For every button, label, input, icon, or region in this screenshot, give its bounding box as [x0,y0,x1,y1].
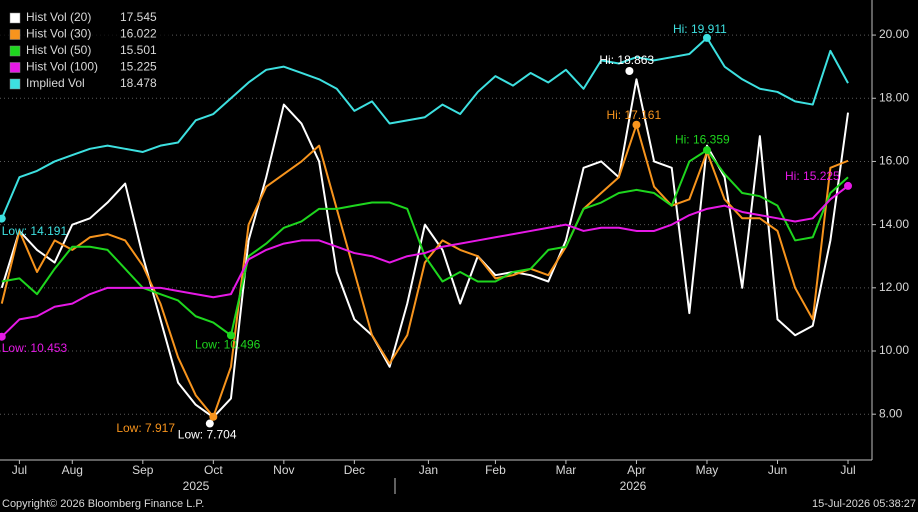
annotation-dot [702,146,711,155]
legend-value: 15.225 [120,60,157,74]
legend-value: 15.501 [120,43,157,57]
x-tick-label: Aug [62,463,83,477]
series-line [1,185,849,338]
x-tick-label: Feb [485,463,506,477]
x-tick-label: Jul [12,463,27,477]
y-tick-label: 14.00 [879,217,909,231]
annotation-dot [625,66,634,75]
annotation-label: Hi: 17.161 [606,108,661,122]
annotation-dot [844,181,853,190]
annotation-label: Low: 10.496 [195,338,261,352]
x-tick-label: May [696,463,719,477]
annotation-label: Hi: 18.863 [599,53,654,67]
legend-label: Hist Vol (100) [26,60,98,74]
legend-label: Hist Vol (30) [26,27,91,41]
copyright: Copyright© 2026 Bloomberg Finance L.P. [2,498,204,510]
y-tick-label: 16.00 [879,154,909,168]
x-tick-label: Nov [273,463,294,477]
x-tick-label: Apr [627,463,646,477]
year-label: 2025 [183,479,210,493]
x-tick-label: Dec [344,463,365,477]
annotation-label: Low: 14.191 [2,224,68,238]
annotation-dot [205,419,214,428]
x-tick-label: Jan [419,463,438,477]
annotation-dot [702,33,711,42]
y-tick-label: 12.00 [879,280,909,294]
y-tick-label: 18.00 [879,90,909,104]
annotation-label: Low: 10.453 [2,341,68,355]
x-tick-label: Jul [840,463,855,477]
annotation-label: Hi: 16.359 [675,132,730,146]
annotation-dot [0,214,6,223]
legend-value: 16.022 [120,27,157,41]
annotation-label: Hi: 19.911 [673,22,727,36]
annotation-dot [0,332,6,341]
annotation-dot [632,120,641,129]
year-label: 2026 [620,479,647,493]
legend-swatch [9,45,21,57]
x-tick-label: Jun [768,463,787,477]
legend-label: Implied Vol [26,76,85,90]
annotation-label: Low: 7.917 [116,421,175,435]
legend-swatch [9,62,21,73]
y-tick-label: 10.00 [879,343,909,357]
timestamp: 15-Jul-2026 05:38:27 [812,498,916,510]
annotation-label: Hi: 15.225 [785,169,840,183]
legend-value: 18.478 [120,76,157,90]
legend-label: Hist Vol (20) [26,10,91,24]
y-tick-label: 8.00 [879,406,903,420]
annotation-dot [209,412,218,421]
legend-swatch [9,12,21,24]
y-tick-label: 20.00 [879,27,909,41]
legend-box [0,6,170,90]
annotation-label: Low: 7.704 [178,428,237,442]
legend-swatch [9,29,21,40]
legend-swatch [9,78,21,90]
legend-value: 17.545 [120,10,157,24]
series-line [0,78,850,419]
x-tick-label: Mar [556,463,577,477]
x-tick-label: Oct [204,463,223,477]
x-tick-label: Sep [132,463,154,477]
annotation-dot [226,331,235,340]
legend-label: Hist Vol (50) [26,43,91,57]
